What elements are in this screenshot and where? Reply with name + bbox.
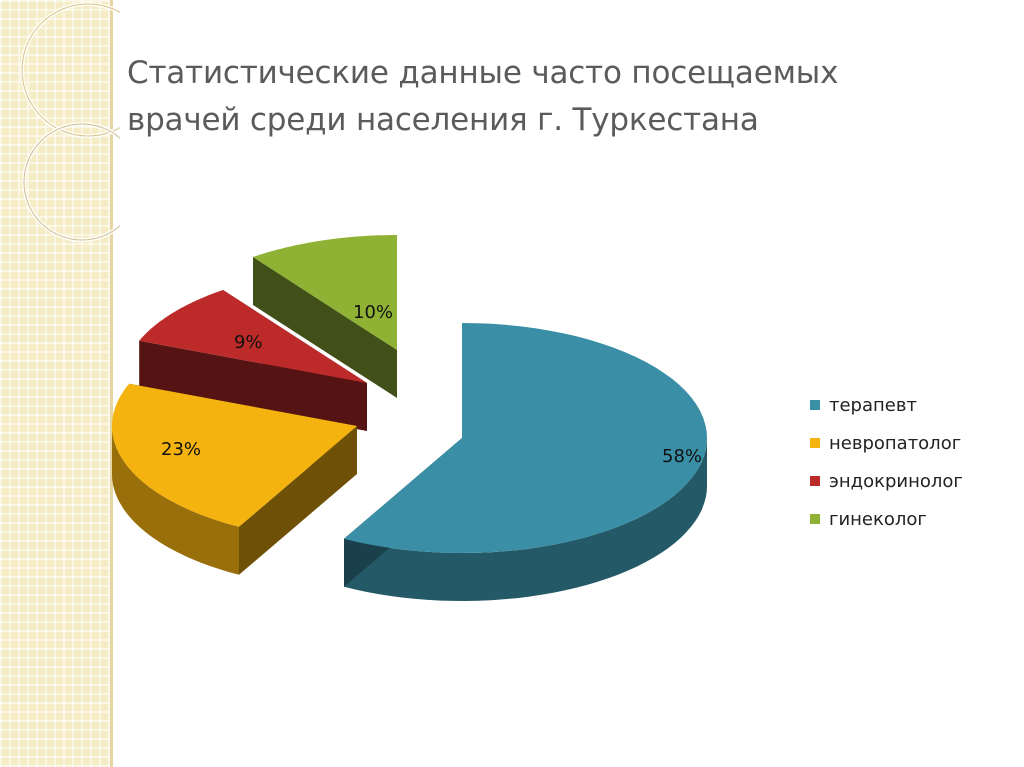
legend-label: эндокринолог xyxy=(829,470,963,492)
data-label-невропатолог: 23% xyxy=(161,439,201,460)
title-line-2: врачей среди населения г. Туркестана xyxy=(127,102,759,138)
pie-slice-терапевт xyxy=(344,323,707,601)
legend-item-терапевт: терапевт xyxy=(810,386,963,424)
data-label-эндокринолог: 9% xyxy=(234,332,263,353)
legend-swatch xyxy=(810,476,820,486)
pie-slice-невропатолог xyxy=(112,383,357,575)
chart-legend: терапевт невропатолог эндокринолог гинеколо… xyxy=(810,386,963,538)
pie-slice-эндокринолог xyxy=(139,290,367,431)
legend-item-эндокринолог: эндокринолог xyxy=(810,462,963,500)
legend-label: гинеколог xyxy=(829,508,927,530)
side-strip-edge xyxy=(110,0,113,767)
legend-swatch xyxy=(810,438,820,448)
legend-swatch xyxy=(810,400,820,410)
decorative-rings xyxy=(20,2,120,242)
legend-label: терапевт xyxy=(829,394,917,416)
legend-swatch xyxy=(810,514,820,524)
pie-slice-гинеколог xyxy=(253,235,397,398)
pie-data-labels: 58% 23% 9% 10% xyxy=(161,302,702,467)
data-label-терапевт: 58% xyxy=(662,446,702,467)
legend-item-гинеколог: гинеколог xyxy=(810,500,963,538)
data-label-гинеколог: 10% xyxy=(353,302,393,323)
slide-title: Статистические данные часто посещаемых в… xyxy=(127,50,887,144)
legend-label: невропатолог xyxy=(829,432,962,454)
legend-item-невропатолог: невропатолог xyxy=(810,424,963,462)
pie-slices xyxy=(112,235,707,601)
title-line-1: Статистические данные часто посещаемых xyxy=(127,55,839,91)
